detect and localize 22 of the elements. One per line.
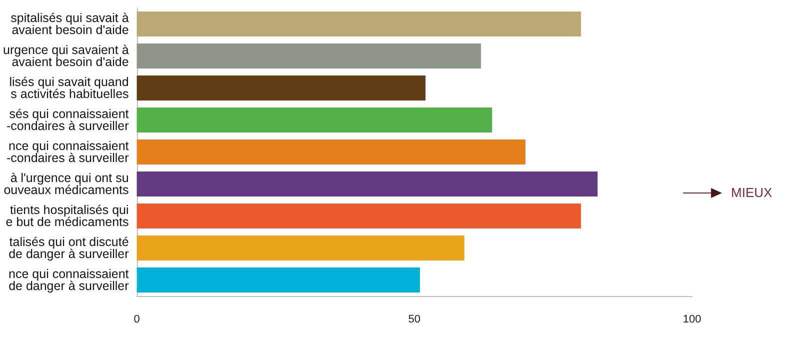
- bar: [136, 44, 482, 68]
- x-tick-label: 100: [682, 314, 702, 326]
- y-tick-label: talisés qui ont discuté de danger à surveiller: [8, 235, 129, 261]
- bar: [136, 268, 420, 292]
- bar: [136, 108, 492, 132]
- bar: [136, 140, 526, 164]
- bar: [136, 204, 581, 228]
- y-tick-label: lisés qui savait quand s activités habituelles: [9, 75, 129, 101]
- bar: [136, 236, 464, 260]
- y-tick-label: tients hospitalisés qui e but de médicaments: [6, 203, 129, 229]
- x-tick-label: 50: [408, 314, 421, 326]
- y-tick-label: sés qui connaissaient -condaires à surveiller: [6, 107, 130, 133]
- bar: [136, 172, 598, 196]
- y-tick-label: à l'urgence qui ont su ouveaux médicaments: [4, 171, 129, 197]
- y-tick-label: nce qui connaissaient -condaires à surveiller: [6, 139, 130, 165]
- bar: [136, 76, 426, 100]
- x-tick-label: 0: [134, 314, 140, 326]
- y-tick-label: nce qui connaissaient de danger à surveiller: [8, 267, 130, 293]
- bar: [136, 12, 581, 36]
- text: MIEUX: [731, 185, 772, 200]
- y-tick-label: urgence qui savaient à avaient besoin d'aide: [3, 43, 129, 69]
- y-tick-label: spitalisés qui savait à avaient besoin d'aide: [10, 11, 129, 37]
